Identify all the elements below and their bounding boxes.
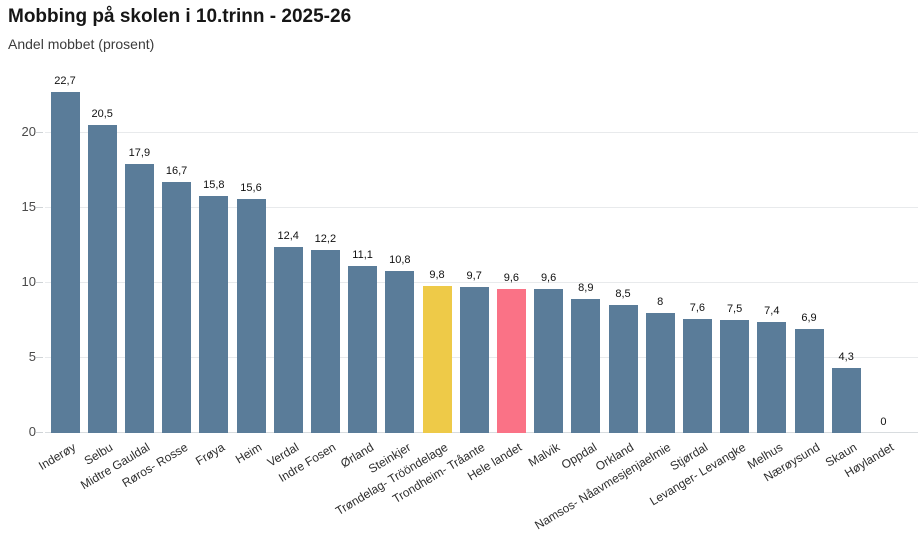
- bar-value-label-skaun: 4,3: [838, 351, 854, 363]
- bar-value-label-melhus: 7,4: [764, 305, 780, 317]
- chart-subtitle: Andel mobbet (prosent): [8, 36, 155, 52]
- bar-røros-rosse[interactable]: [162, 182, 192, 433]
- y-axis-tick-label-0: 0: [28, 424, 36, 439]
- bar-selbu[interactable]: [87, 125, 117, 433]
- bar-value-label-orkland: 8,5: [615, 288, 631, 300]
- bar-malvik[interactable]: [534, 289, 564, 433]
- bar-levanger-levangke[interactable]: [720, 320, 750, 433]
- gridline-15: [45, 207, 918, 208]
- bar-stjørdal[interactable]: [682, 319, 712, 433]
- y-axis-tick-label-10: 10: [21, 274, 36, 289]
- bar-trondheim-tråante[interactable]: [459, 287, 489, 433]
- y-axis-tick-5: [36, 357, 43, 358]
- bar-midtre-gauldal[interactable]: [124, 164, 154, 433]
- plot-area: 0 5 10 15 20 22,7 Inderøy 20,5 Selbu 17,9 Midtre G…: [22, 75, 918, 532]
- y-axis-tick-10: [36, 282, 43, 283]
- bar-value-label-steinkjer: 10,8: [389, 254, 411, 266]
- y-axis-tick-label-5: 5: [28, 349, 36, 364]
- bar-value-label-ørland: 11,1: [352, 249, 373, 261]
- bar-namsos-nåavmesjenjaelmie[interactable]: [645, 313, 675, 433]
- bar-ørland[interactable]: [348, 266, 378, 433]
- bar-nærøysund[interactable]: [794, 329, 824, 433]
- gridline-10: [45, 282, 918, 283]
- bar-steinkjer[interactable]: [385, 271, 415, 433]
- bar-orkland[interactable]: [608, 305, 638, 433]
- bar-value-label-verdal: 12,4: [277, 230, 299, 242]
- bar-value-label-malvik: 9,6: [540, 272, 557, 284]
- bar-value-label-trondheim-tråante: 9,7: [466, 270, 482, 282]
- bar-value-label-stjørdal: 7,6: [689, 302, 706, 314]
- bar-value-label-frøya: 15,8: [203, 179, 225, 191]
- bar-value-label-nærøysund: 6,9: [801, 312, 817, 324]
- y-axis-tick-label-20: 20: [21, 124, 36, 139]
- bar-indre-fosen[interactable]: [310, 250, 340, 433]
- bar-value-label-selbu: 20,5: [91, 108, 113, 120]
- bar-value-label-namsos-nåavmesjenjaelmie: 8: [657, 296, 664, 308]
- bar-heim[interactable]: [236, 199, 266, 433]
- bar-inderøy[interactable]: [50, 92, 80, 433]
- bar-melhus[interactable]: [757, 322, 787, 433]
- y-axis-tick-15: [36, 207, 43, 208]
- bar-value-label-hele-landet: 9,6: [503, 272, 520, 284]
- bar-oppdal[interactable]: [571, 299, 601, 433]
- chart-title: Mobbing på skolen i 10.trinn - 2025-26: [8, 6, 352, 27]
- y-axis-tick-label-15: 15: [21, 199, 36, 214]
- y-axis-tick-20: [36, 132, 43, 133]
- bar-frøya[interactable]: [199, 196, 229, 433]
- bar-value-label-trøndelag-trööndelage: 9,8: [429, 269, 445, 281]
- bar-value-label-midtre-gauldal: 17,9: [128, 147, 151, 159]
- bar-value-label-indre-fosen: 12,2: [314, 233, 337, 245]
- bar-hele-landet[interactable]: [496, 289, 526, 433]
- bar-value-label-heim: 15,6: [240, 182, 262, 194]
- bar-trøndelag-trööndelage[interactable]: [422, 286, 452, 433]
- y-axis-tick-0: [36, 432, 43, 433]
- bar-value-label-inderøy: 22,7: [54, 75, 76, 87]
- bar-value-label-levanger-levangke: 7,5: [726, 303, 743, 315]
- bar-verdal[interactable]: [273, 247, 303, 433]
- bar-value-label-oppdal: 8,9: [578, 282, 594, 294]
- bar-skaun[interactable]: [831, 368, 861, 433]
- bar-value-label-røros-rosse: 16,7: [165, 165, 188, 177]
- gridline-20: [45, 132, 918, 133]
- bar-value-label-høylandet: 0: [880, 416, 887, 428]
